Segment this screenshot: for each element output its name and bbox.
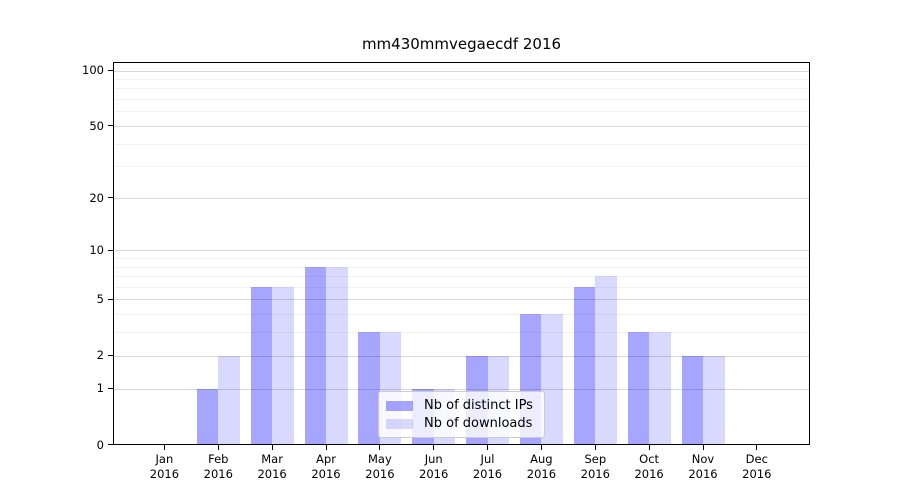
x-axis-tick xyxy=(379,445,381,450)
plot-area-border xyxy=(113,62,810,445)
chart-title: mm430mmvegaecdf 2016 xyxy=(361,35,562,53)
x-axis-tick xyxy=(702,445,704,450)
x-tick-label: Oct 2016 xyxy=(634,452,664,481)
x-tick-label: Mar 2016 xyxy=(257,452,287,481)
y-tick-label: 2 xyxy=(96,348,104,363)
legend-swatch-downloads xyxy=(386,418,413,429)
y-tick-label: 1 xyxy=(96,381,104,396)
x-axis-tick xyxy=(433,445,435,450)
x-axis-tick xyxy=(594,445,596,450)
y-tick-label: 0 xyxy=(96,437,104,452)
x-tick-label: Feb 2016 xyxy=(203,452,233,481)
x-axis-tick xyxy=(540,445,542,450)
legend-swatch-distinct-ips xyxy=(386,400,413,411)
y-tick-label: 5 xyxy=(96,292,104,307)
x-tick-label: Aug 2016 xyxy=(526,452,557,481)
x-axis-tick xyxy=(271,445,273,450)
y-tick-label: 10 xyxy=(89,243,104,258)
y-tick-label: 20 xyxy=(89,190,104,205)
x-axis-tick xyxy=(163,445,165,450)
x-tick-label: Jun 2016 xyxy=(419,452,449,481)
x-axis-tick xyxy=(756,445,758,450)
legend-label-distinct-ips: Nb of distinct IPs xyxy=(424,398,533,413)
x-tick-label: Sep 2016 xyxy=(580,452,610,481)
x-tick-label: Nov 2016 xyxy=(688,452,718,481)
x-tick-label: May 2016 xyxy=(365,452,395,481)
legend: Nb of distinct IPs Nb of downloads xyxy=(378,391,545,438)
x-tick-label: Dec 2016 xyxy=(742,452,772,481)
x-tick-label: Apr 2016 xyxy=(311,452,341,481)
x-axis-tick xyxy=(217,445,219,450)
y-tick-label: 50 xyxy=(89,118,104,133)
x-axis-tick xyxy=(325,445,327,450)
legend-item-distinct-ips: Nb of distinct IPs xyxy=(386,398,538,413)
legend-label-downloads: Nb of downloads xyxy=(424,416,533,431)
x-axis-tick xyxy=(487,445,488,450)
x-axis-tick xyxy=(648,445,650,450)
x-tick-label: Jul 2016 xyxy=(472,452,503,481)
legend-item-downloads: Nb of downloads xyxy=(386,416,538,431)
x-tick-label: Jan 2016 xyxy=(149,452,180,481)
y-tick-label: 100 xyxy=(82,63,104,78)
